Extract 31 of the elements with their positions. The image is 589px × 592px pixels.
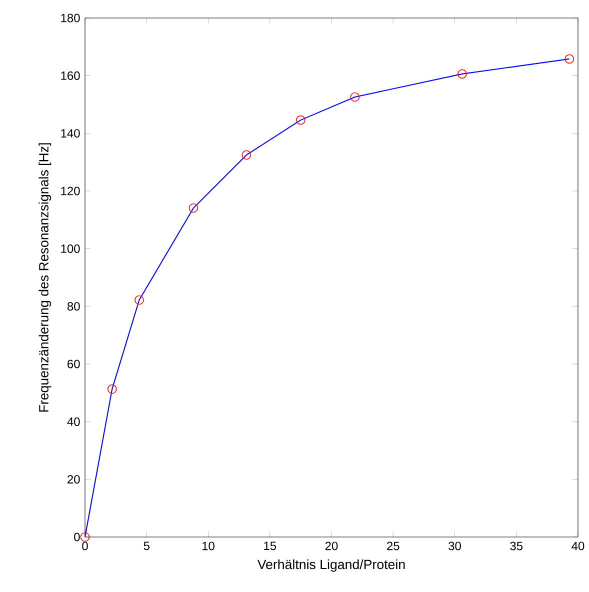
line-series: [84, 58, 570, 538]
y-tick-label: 140: [61, 129, 80, 138]
y-tick-label: 60: [68, 360, 80, 368]
point: [188, 203, 198, 213]
y-tick-label: 0: [74, 532, 80, 542]
y-tick-label: 80: [67, 302, 80, 311]
x-tick-label: 30: [448, 542, 461, 550]
point: [134, 295, 144, 305]
x-tick-label: 15: [264, 542, 276, 550]
y-tick-label: 180: [61, 14, 80, 22]
x-tick-label: 25: [387, 542, 400, 550]
x-tick-label: 20: [325, 542, 338, 550]
x-tick-label: 5: [144, 542, 150, 550]
x-axis-title: Verhältnis Ligand/Protein: [257, 559, 405, 572]
x-tick-label: 10: [202, 542, 214, 550]
y-axis-title: Frequenzänderung des Resonanzsignals [Hz]: [38, 143, 52, 412]
y-tick-label: 160: [61, 71, 80, 80]
point: [242, 150, 252, 160]
x-tick-label: 0: [82, 542, 88, 550]
point: [564, 54, 574, 64]
point: [80, 532, 90, 542]
x-tick-label: 35: [510, 542, 522, 550]
point: [350, 92, 360, 102]
y-tick-label: 20: [68, 475, 80, 484]
y-tick-label: 40: [67, 417, 80, 426]
y-tick-label: 100: [61, 244, 80, 253]
x-tick-label: 40: [572, 542, 584, 550]
point: [296, 115, 306, 125]
y-tick-label: 120: [61, 186, 80, 196]
point: [107, 384, 117, 394]
point: [457, 69, 467, 79]
